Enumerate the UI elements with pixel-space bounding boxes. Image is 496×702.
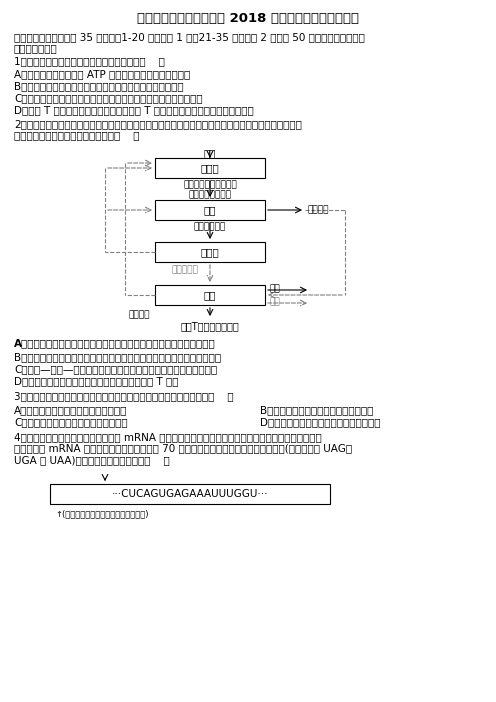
Text: 刺激: 刺激 bbox=[204, 148, 216, 158]
Text: B．图示过程中既有正反馈调节又有负反馈调节，二者共同调节胸腺的发育: B．图示过程中既有正反馈调节又有负反馈调节，二者共同调节胸腺的发育 bbox=[14, 352, 221, 362]
Text: 4．下图为某种细菌中某酶基因转录的 mRNA 部分序列，现有一细菌的该酶由于基因突变而失活，突变后
基因转录的 mRNA 在图中箭头所示位置增加了 70 个核苷: 4．下图为某种细菌中某酶基因转录的 mRNA 部分序列，现有一细菌的该酶由于基因… bbox=[14, 432, 352, 465]
Bar bbox=[155, 200, 265, 220]
Text: ···CUCAGUGAGAAAUUUGGU···: ···CUCAGUGAGAAAUUUGGU··· bbox=[112, 489, 268, 499]
Text: 促进T细胞分化、成熟: 促进T细胞分化、成熟 bbox=[181, 321, 240, 331]
Text: D．效应 T 细胞与靶细胞密切接触后，效应 T 细胞释放溶酶体毒引起了靶细胞凋亡: D．效应 T 细胞与靶细胞密切接触后，效应 T 细胞释放溶酶体毒引起了靶细胞凋亡 bbox=[14, 105, 254, 115]
Text: A．用限制酶识别目的基因并与载体连接: A．用限制酶识别目的基因并与载体连接 bbox=[14, 405, 127, 415]
Text: 生长激素: 生长激素 bbox=[307, 206, 328, 215]
Text: A．人垂体细胞表面只含有促甲状腺激素释放激素受体和甲状腺激素受体: A．人垂体细胞表面只含有促甲状腺激素释放激素受体和甲状腺激素受体 bbox=[14, 338, 216, 348]
Text: A．细胞生命活动所需的 ATP 主要是在线粒体内膜上产生的: A．细胞生命活动所需的 ATP 主要是在线粒体内膜上产生的 bbox=[14, 69, 190, 79]
Text: ↑(表示从起始密码开始编码的第碱基位): ↑(表示从起始密码开始编码的第碱基位) bbox=[55, 509, 148, 518]
Text: 促甲状腺激素释放激素
生长激素释放激素: 促甲状腺激素释放激素 生长激素释放激素 bbox=[183, 180, 237, 199]
Text: 甲状腺激素: 甲状腺激素 bbox=[172, 265, 198, 274]
Text: 3．下列有关利用生物技术培育作物新品种的相关操作叙述，正确的是（    ）: 3．下列有关利用生物技术培育作物新品种的相关操作叙述，正确的是（ ） bbox=[14, 391, 234, 401]
Text: C．培养外植体的培养基属于固体培养基: C．培养外植体的培养基属于固体培养基 bbox=[14, 417, 127, 427]
Text: 胸腺激素: 胸腺激素 bbox=[128, 310, 150, 319]
Text: B．胸腺泡细胞转运氨基酸的载体并不都是在核糖体上合成的: B．胸腺泡细胞转运氨基酸的载体并不都是在核糖体上合成的 bbox=[14, 81, 184, 91]
Text: 新疆乌鲁木齐市达标名校 2018 年高考三月调研生物试卷: 新疆乌鲁木齐市达标名校 2018 年高考三月调研生物试卷 bbox=[137, 12, 359, 25]
Text: 1．下列有关细胞生命活动的叙述，错误的是（    ）: 1．下列有关细胞生命活动的叙述，错误的是（ ） bbox=[14, 56, 165, 66]
Text: 下丘脑: 下丘脑 bbox=[200, 163, 219, 173]
Text: 抑制: 抑制 bbox=[270, 297, 281, 306]
Text: 2．胸腺激素是胸腺分泌的一种多肽类激素，可以增强免疫细胞的功能，其分泌受多种激素控制，部分调
节过程如图所示，下列说法正确的是（    ）: 2．胸腺激素是胸腺分泌的一种多肽类激素，可以增强免疫细胞的功能，其分泌受多种激素… bbox=[14, 119, 302, 140]
Text: 一、单选题（本题包括 35 个小题，1-20 题每小题 1 分，21-35 题每小题 2 分，共 50 分．每小题只有一个
选项符合题意）: 一、单选题（本题包括 35 个小题，1-20 题每小题 1 分，21-35 题每… bbox=[14, 32, 365, 53]
Text: D．胸腺激素可诱导来自骨髓的造血干细胞分化成 T 细胞: D．胸腺激素可诱导来自骨髓的造血干细胞分化成 T 细胞 bbox=[14, 376, 179, 386]
Text: B．用光学显微镜观察目的基因是否导入: B．用光学显微镜观察目的基因是否导入 bbox=[260, 405, 373, 415]
Text: 促甲状腺激素: 促甲状腺激素 bbox=[194, 222, 226, 231]
Text: 甲状腺: 甲状腺 bbox=[200, 247, 219, 257]
Bar bbox=[50, 484, 330, 504]
Text: D．利用平板划线法在培养基上接种外植体: D．利用平板划线法在培养基上接种外植体 bbox=[260, 417, 380, 427]
Text: 促进: 促进 bbox=[270, 284, 281, 293]
Text: 胸腺: 胸腺 bbox=[204, 290, 216, 300]
Bar bbox=[155, 285, 265, 305]
Text: C．神经—体液—免疫调节网络能够维持机体内环境理化性质稳定不变: C．神经—体液—免疫调节网络能够维持机体内环境理化性质稳定不变 bbox=[14, 364, 217, 374]
Bar bbox=[155, 242, 265, 262]
Bar bbox=[155, 158, 265, 178]
Text: C．肾小管重吸收水的结构基础是其细胞膜上存在较多转运水的物质: C．肾小管重吸收水的结构基础是其细胞膜上存在较多转运水的物质 bbox=[14, 93, 203, 103]
Text: 垂体: 垂体 bbox=[204, 205, 216, 215]
